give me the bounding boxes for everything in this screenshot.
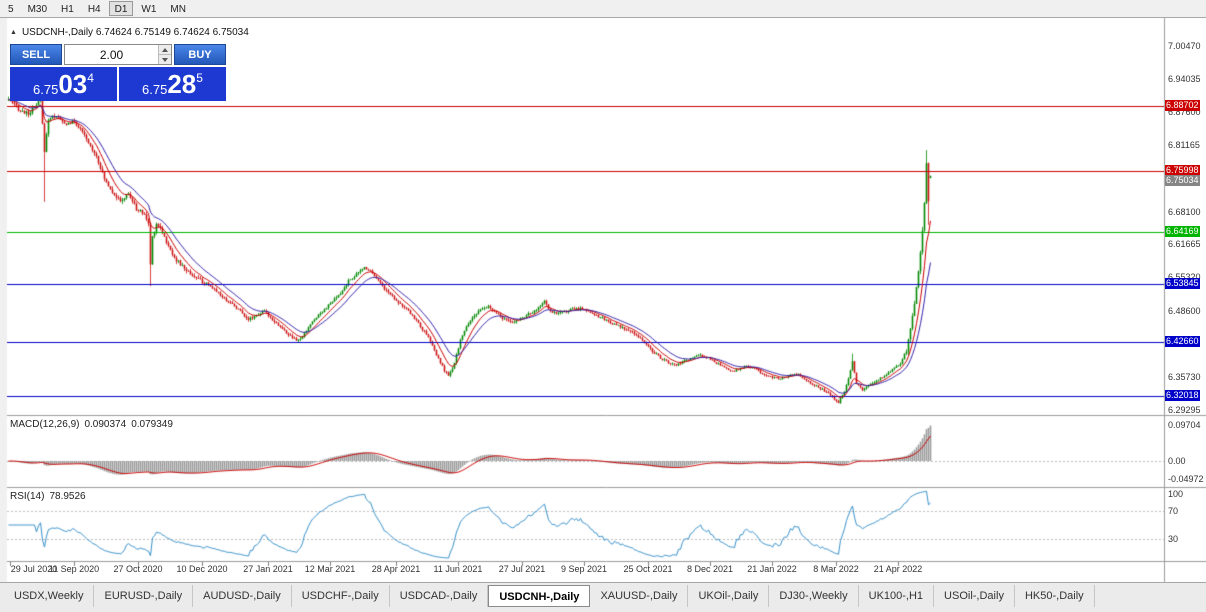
chart-tab-dj30-weekly[interactable]: DJ30-,Weekly (769, 585, 859, 607)
period-button-m30[interactable]: M30 (27, 4, 48, 15)
chart-tab-eurusd-daily[interactable]: EURUSD-,Daily (94, 585, 194, 607)
period-button-w1[interactable]: W1 (141, 4, 157, 15)
arrow-down-icon (162, 57, 168, 62)
chart-symbol-ohlc: ▲ USDCNH-,Daily 6.74624 6.75149 6.74624 … (10, 27, 249, 38)
arrow-up-icon (162, 47, 168, 52)
macd-name: MACD(12,26,9) (10, 419, 80, 430)
macd-indicator-label: MACD(12,26,9) 0.090374 0.079349 (10, 419, 178, 430)
trade-controls-row: SELL BUY (10, 44, 226, 65)
rsi-name: RSI(14) (10, 491, 45, 502)
period-button-5[interactable]: 5 (8, 4, 14, 15)
symbol-ohlc-text: USDCNH-,Daily 6.74624 6.75149 6.74624 6.… (21, 27, 249, 38)
rsi-indicator-label: RSI(14) 78.9526 (10, 491, 91, 502)
chart-tab-hk50-daily[interactable]: HK50-,Daily (1015, 585, 1095, 607)
chart-tab-usdcnh-daily[interactable]: USDCNH-,Daily (488, 585, 591, 607)
volume-spinner (64, 44, 172, 65)
chart-tab-usdx-weekly[interactable]: USDX,Weekly (4, 585, 95, 607)
macd-main-value: 0.090374 (84, 419, 127, 430)
ask-price-prefix: 6.75 (142, 81, 168, 97)
ask-price-big-digits: 28 (167, 69, 197, 99)
bid-price-big-digits: 03 (58, 69, 88, 99)
period-button-h4[interactable]: H4 (87, 4, 101, 15)
chart-tab-usdchf-daily[interactable]: USDCHF-,Daily (292, 585, 390, 607)
chart-tab-usdcad-daily[interactable]: USDCAD-,Daily (390, 585, 489, 607)
bid-price-prefix: 6.75 (33, 81, 59, 97)
timeframe-toolbar: 5 M30 H1 H4 D1 W1 MN (0, 0, 1206, 18)
period-button-mn[interactable]: MN (170, 4, 186, 15)
bid-price-display[interactable]: 6.75 03 4 (10, 67, 117, 101)
rsi-value: 78.9526 (49, 491, 86, 502)
chart-tab-uk100-h1[interactable]: UK100-,H1 (859, 585, 935, 607)
volume-increase-button[interactable] (159, 45, 171, 54)
macd-signal-value: 0.079349 (131, 419, 173, 430)
chart-tabs-bar: USDX,Weekly EURUSD-,Daily AUDUSD-,Daily USD… (0, 582, 1206, 612)
volume-arrows (158, 45, 171, 64)
volume-decrease-button[interactable] (159, 54, 171, 64)
volume-input[interactable] (65, 45, 158, 64)
collapse-panel-icon[interactable]: ▲ (10, 29, 17, 36)
chart-tab-usoil-daily[interactable]: USOil-,Daily (934, 585, 1015, 607)
bid-ask-row: 6.75 03 4 6.75 28 5 (10, 67, 226, 101)
chart-tab-xauusd-daily[interactable]: XAUUSD-,Daily (590, 585, 689, 607)
period-button-h1[interactable]: H1 (61, 4, 74, 15)
chart-tab-ukoil-daily[interactable]: UKOil-,Daily (688, 585, 770, 607)
period-button-d1[interactable]: D1 (108, 1, 134, 16)
chart-tab-audusd-daily[interactable]: AUDUSD-,Daily (193, 585, 292, 607)
ask-price-display[interactable]: 6.75 28 5 (119, 67, 226, 101)
buy-button[interactable]: BUY (174, 44, 226, 65)
sell-button[interactable]: SELL (10, 44, 62, 65)
ask-price-sup-digit: 5 (196, 71, 203, 85)
bid-price-sup-digit: 4 (87, 71, 94, 85)
